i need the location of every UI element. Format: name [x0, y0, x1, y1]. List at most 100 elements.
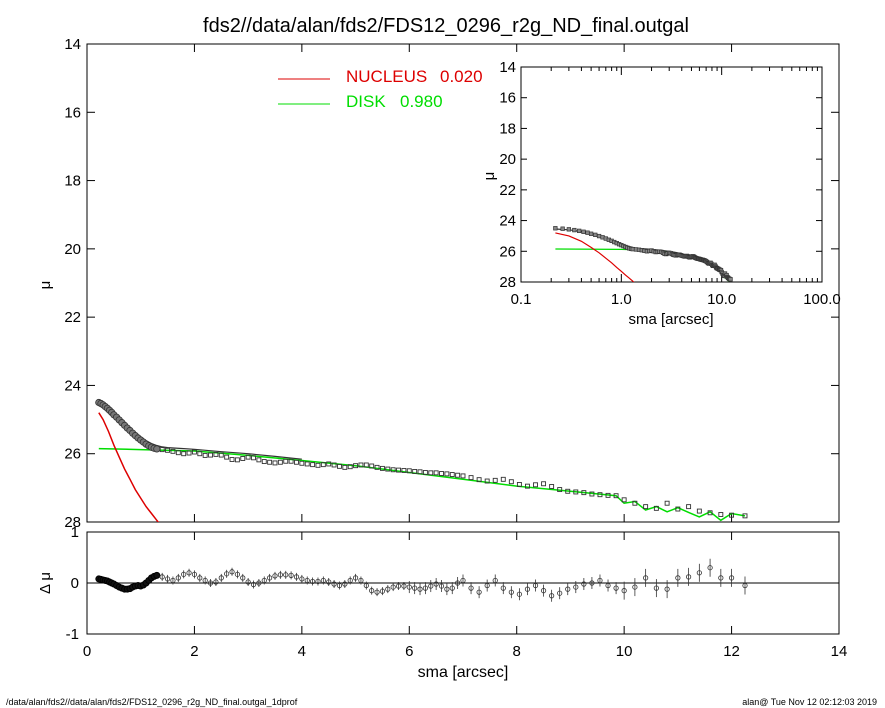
main-panel: 14 16 18 20 22 24 26 28 μ NUCLEUS 0.020 DISK 0.… [37, 36, 840, 531]
residual-point [632, 584, 638, 590]
residual-point [728, 575, 735, 581]
residual-xlabel: sma [arcsec] [418, 664, 509, 681]
residual-xtick-label: 4 [298, 643, 306, 660]
residual-point [202, 577, 208, 584]
residual-point [433, 581, 439, 587]
residual-point [267, 575, 273, 581]
inset-ylabel: μ [481, 172, 498, 181]
residual-point [153, 571, 161, 579]
data-point [272, 460, 278, 466]
data-point [444, 471, 450, 477]
data-point [439, 471, 444, 476]
main-ytick-label: 28 [64, 514, 81, 531]
main-frame [86, 43, 840, 523]
residual-point [643, 575, 649, 581]
data-point [597, 492, 603, 498]
residual-point [557, 590, 563, 596]
data-point [294, 459, 299, 465]
residual-point [374, 589, 380, 595]
data-point [331, 462, 337, 468]
residual-point [240, 575, 246, 581]
data-point [267, 459, 273, 465]
data-point [229, 457, 235, 462]
residual-point [369, 588, 375, 594]
residual-xtick-label: 2 [190, 643, 198, 660]
residual-point [468, 585, 474, 591]
data-point [422, 470, 428, 475]
inset-data-point [566, 227, 572, 232]
residual-point [320, 577, 326, 584]
data-point [675, 506, 681, 512]
residual-point [573, 584, 579, 590]
inset-xtick-label: 10.0 [707, 291, 736, 308]
data-point [468, 475, 474, 481]
residual-point [718, 575, 724, 581]
data-point [742, 513, 748, 519]
residual-point [175, 575, 181, 581]
main-ytick-label: 16 [64, 104, 81, 121]
residual-point [484, 582, 490, 589]
residual-point [428, 583, 434, 589]
main-ytick-label: 26 [64, 446, 81, 463]
residual-point [261, 577, 267, 584]
data-point [251, 455, 256, 461]
legend-nucleus-label: NUCLEUS [346, 67, 427, 86]
data-point [159, 447, 165, 453]
data-point [347, 464, 353, 470]
residual-point [224, 571, 230, 577]
data-point [549, 484, 555, 489]
inset-xlabel: sma [arcsec] [628, 311, 713, 328]
residual-point [508, 589, 514, 595]
residual-point [288, 572, 294, 578]
residual-point [385, 586, 391, 592]
legend-nucleus-value: 0.020 [440, 67, 483, 86]
data-point [428, 470, 434, 476]
residual-point [449, 585, 455, 591]
legend-disk-label: DISK [346, 92, 386, 111]
inset-ytick-label: 18 [499, 120, 516, 137]
inset-xtick-label: 0.1 [511, 291, 532, 308]
residual-xtick-label: 8 [513, 643, 521, 660]
data-point [696, 508, 702, 514]
residual-point [245, 579, 251, 585]
residual-point [363, 582, 369, 589]
legend: NUCLEUS 0.020 DISK 0.980 [278, 67, 483, 111]
data-point [181, 451, 187, 457]
data-point [433, 470, 439, 476]
residual-point [460, 577, 466, 584]
data-point [476, 477, 482, 483]
residual-xtick-label: 0 [83, 643, 91, 660]
residual-point [417, 586, 423, 592]
residual-point [336, 582, 343, 589]
residual-point [707, 565, 713, 571]
legend-disk-value: 0.980 [400, 92, 443, 111]
residual-point [207, 580, 214, 586]
residual-point [401, 583, 407, 589]
residual-point [342, 581, 348, 587]
residual-point [549, 593, 555, 599]
data-point [213, 451, 219, 457]
data-point [379, 465, 385, 471]
residual-point [379, 588, 386, 594]
data-point [565, 488, 571, 494]
data-point [240, 456, 246, 461]
residual-point [277, 572, 283, 578]
residual-point [412, 585, 418, 591]
data-point [202, 452, 208, 458]
data-point [369, 463, 375, 469]
residual-point [605, 582, 611, 589]
data-point [256, 457, 262, 463]
inset-ytick-label: 26 [499, 243, 516, 260]
data-point [288, 458, 294, 464]
residual-point [444, 586, 450, 592]
residual-point [181, 571, 187, 577]
data-point [589, 491, 595, 497]
data-point [320, 462, 326, 468]
data-point [374, 464, 380, 470]
main-ylabel: μ [37, 281, 54, 290]
residual-point [309, 578, 316, 585]
data-point [508, 479, 514, 485]
residual-point [613, 585, 619, 591]
footer-left: /data/alan/fds2//data/alan/fds2/FDS12_02… [6, 697, 298, 707]
